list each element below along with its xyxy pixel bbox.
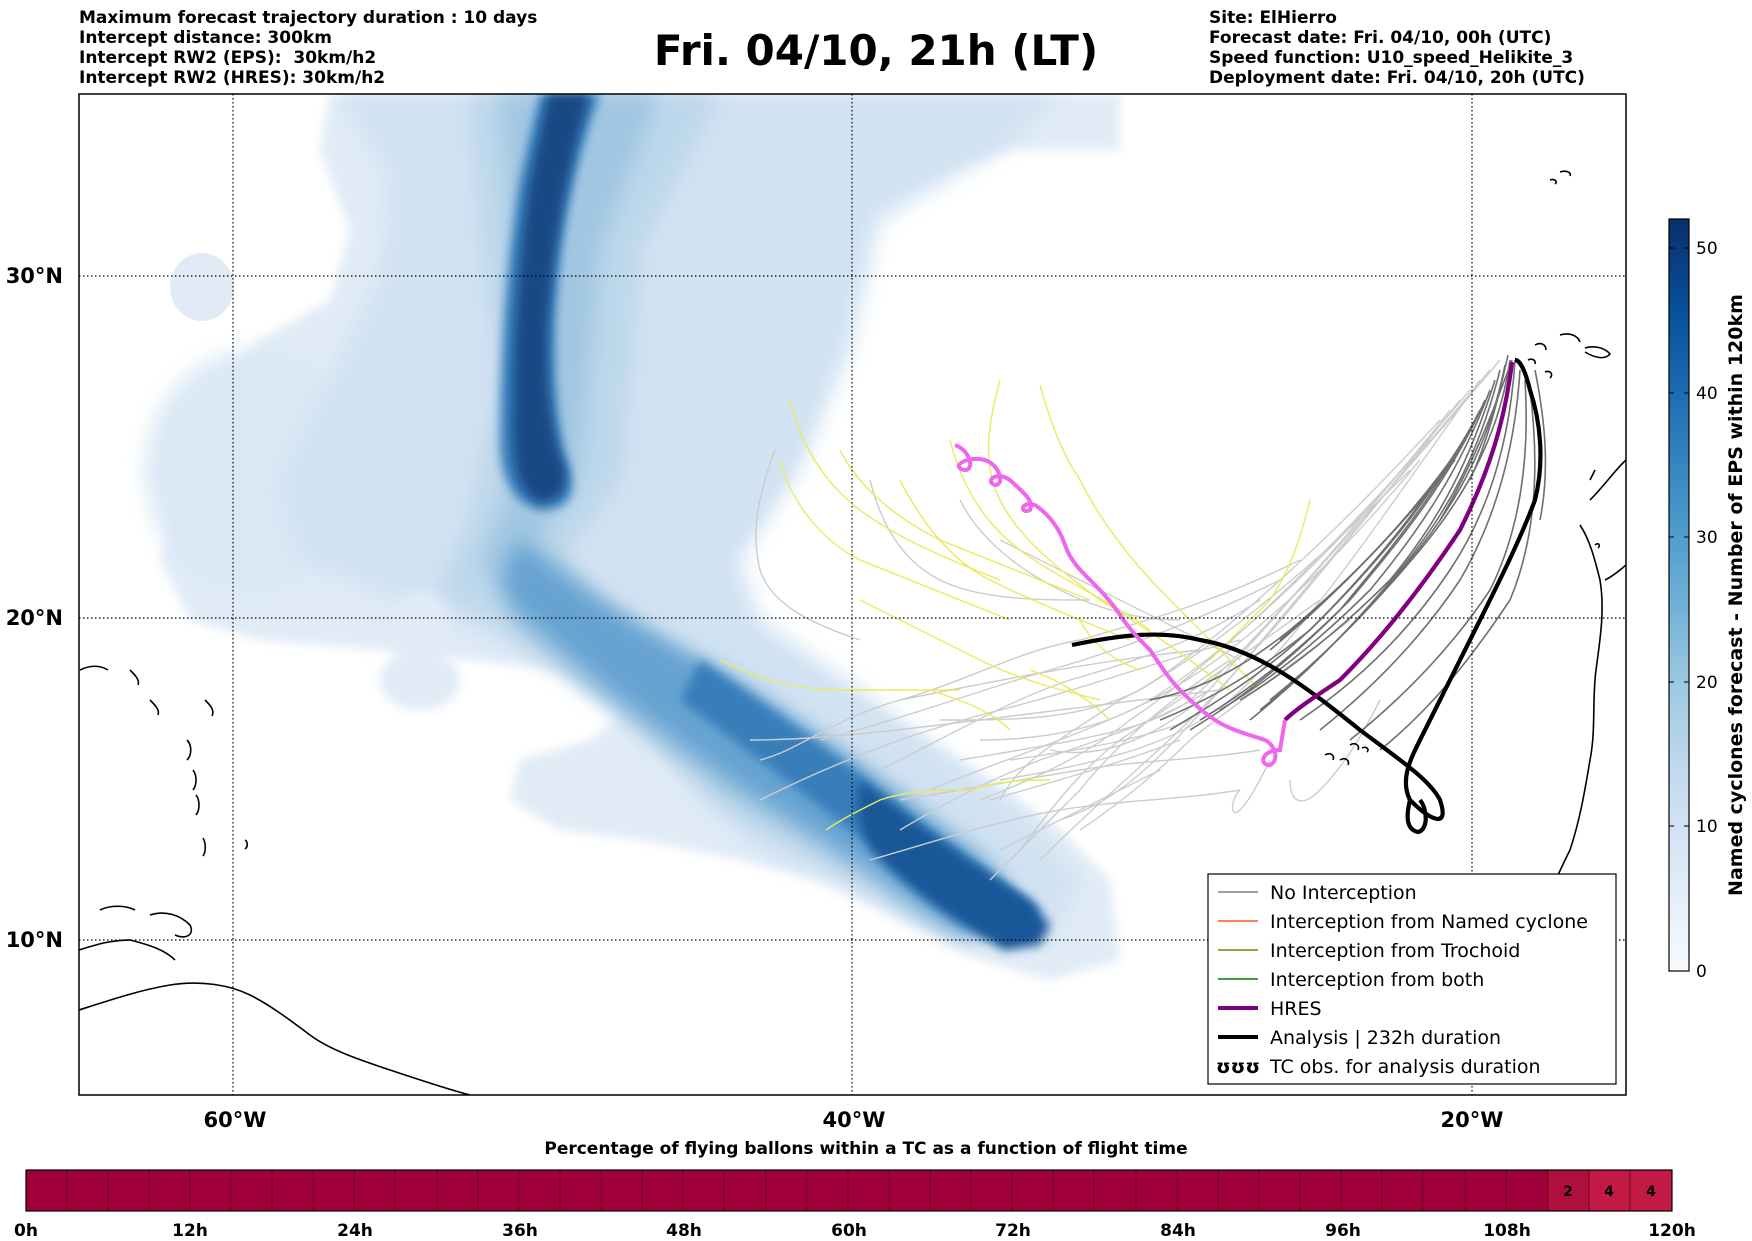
header-intercept-eps: Intercept RW2 (EPS): 30km/h2 xyxy=(79,48,377,68)
legend-item-trochoid: Interception from Trochoid xyxy=(1218,940,1520,962)
svg-text:Analysis | 232h duration: Analysis | 232h duration xyxy=(1270,1027,1501,1049)
analysis-trajectory xyxy=(1071,357,1543,821)
header-site: Site: ElHierro xyxy=(1209,8,1337,28)
svg-text:No Interception: No Interception xyxy=(1270,882,1417,904)
timebar-tick-72h: 72h xyxy=(995,1221,1031,1241)
lon-label-40w: 40°W xyxy=(823,1108,886,1132)
timebar-cell-2 xyxy=(1589,1170,1630,1211)
timebar-tick-120h: 120h xyxy=(1648,1221,1696,1241)
timebar-cell-1 xyxy=(1548,1170,1589,1211)
eps-trajectories-dark xyxy=(1149,354,1547,751)
header-speed-function: Speed function: U10_speed_Helikite_3 xyxy=(1209,48,1574,68)
timebar-tick-0h: 0h xyxy=(14,1221,38,1241)
timebar-tick-108h: 108h xyxy=(1483,1221,1531,1241)
header-duration: Maximum forecast trajectory duration : 1… xyxy=(79,8,538,28)
colorbar-gradient xyxy=(1668,218,1690,972)
timebar-cell-3 xyxy=(1630,1170,1672,1211)
timebar-cell-value-3: 4 xyxy=(1646,1184,1656,1200)
header-forecast-date: Forecast date: Fri. 04/10, 00h (UTC) xyxy=(1209,28,1552,48)
svg-text:Interception from Named cyclon: Interception from Named cyclone xyxy=(1270,911,1588,933)
legend-item-tc-obs: ʊʊʊ TC obs. for analysis duration xyxy=(1216,1056,1541,1078)
tc-obs-symbol-icon: ʊʊʊ xyxy=(1216,1056,1260,1078)
timebar-border xyxy=(25,1169,1673,1212)
eps-trajectories-yellow xyxy=(719,379,1311,831)
hres-trochoid xyxy=(954,443,1287,768)
lat-label-10n: 10°N xyxy=(6,928,63,952)
timebar-ticks: 0h 12h 24h 36h 48h 60h 72h 84h 96h 108h … xyxy=(14,1221,1696,1241)
timebar-cell-value-1: 2 xyxy=(1563,1184,1573,1200)
lon-labels: 60°W 40°W 20°W xyxy=(204,1108,1504,1132)
header-intercept-distance: Intercept distance: 300km xyxy=(79,28,332,48)
legend-box xyxy=(1207,873,1617,1085)
svg-text:HRES: HRES xyxy=(1270,998,1322,1020)
svg-text:Interception from Trochoid: Interception from Trochoid xyxy=(1270,940,1520,962)
coastlines xyxy=(79,170,1626,1095)
header-right: Site: ElHierro Forecast date: Fri. 04/10… xyxy=(1209,8,1585,88)
legend: No Interception Interception from Named … xyxy=(1207,873,1617,1085)
colorbar: 50 40 30 20 10 0 Named cyclones forecast… xyxy=(1668,218,1747,982)
density-field xyxy=(145,94,1120,980)
colorbar-tick-20: 20 xyxy=(1696,673,1718,693)
svg-text:Interception from both: Interception from both xyxy=(1270,969,1484,991)
colorbar-label: Named cyclones forecast - Number of EPS … xyxy=(1725,294,1747,896)
header-deployment-date: Deployment date: Fri. 04/10, 20h (UTC) xyxy=(1209,68,1585,88)
hres-trajectory xyxy=(1283,361,1515,722)
colorbar-tick-labels: 50 40 30 20 10 0 xyxy=(1696,239,1718,982)
timebar-tick-48h: 48h xyxy=(666,1221,702,1241)
colorbar-tick-30: 30 xyxy=(1696,528,1718,548)
timebar-cell-values: 2 4 4 xyxy=(1563,1184,1656,1200)
legend-item-hres: HRES xyxy=(1218,998,1322,1020)
analysis-loop xyxy=(1405,798,1428,835)
colorbar-ticks xyxy=(1669,247,1689,827)
legend-item-no-interception: No Interception xyxy=(1218,882,1417,904)
legend-item-both: Interception from both xyxy=(1218,969,1484,991)
timebar: Percentage of flying ballons within a TC… xyxy=(14,1139,1696,1241)
lat-labels: 30°N 20°N 10°N xyxy=(6,264,63,952)
colorbar-tick-50: 50 xyxy=(1696,239,1718,259)
timebar-tick-36h: 36h xyxy=(502,1221,538,1241)
timebar-title: Percentage of flying ballons within a TC… xyxy=(544,1139,1187,1159)
map-border xyxy=(78,93,1627,1096)
lon-label-60w: 60°W xyxy=(204,1108,267,1132)
svg-text:TC obs. for analysis duration: TC obs. for analysis duration xyxy=(1269,1056,1541,1078)
colorbar-tick-10: 10 xyxy=(1696,817,1718,837)
legend-item-analysis: Analysis | 232h duration xyxy=(1218,1027,1501,1049)
header-intercept-hres: Intercept RW2 (HRES): 30km/h2 xyxy=(79,68,386,88)
timebar-bar xyxy=(26,1170,1672,1211)
lat-label-30n: 30°N xyxy=(6,264,63,288)
colorbar-tick-0: 0 xyxy=(1696,962,1707,982)
timebar-tick-24h: 24h xyxy=(337,1221,373,1241)
legend-item-named-cyclone: Interception from Named cyclone xyxy=(1218,911,1588,933)
colorbar-tick-40: 40 xyxy=(1696,384,1718,404)
timebar-tick-84h: 84h xyxy=(1160,1221,1196,1241)
timebar-cell-dividers xyxy=(66,1170,1631,1211)
lon-label-20w: 20°W xyxy=(1441,1108,1504,1132)
timebar-tick-96h: 96h xyxy=(1325,1221,1361,1241)
timebar-cell-value-2: 4 xyxy=(1604,1184,1614,1200)
page-title: Fri. 04/10, 21h (LT) xyxy=(653,26,1099,75)
lat-label-20n: 20°N xyxy=(6,606,63,630)
timebar-tick-12h: 12h xyxy=(172,1221,208,1241)
timebar-tick-60h: 60h xyxy=(831,1221,867,1241)
header-left: Maximum forecast trajectory duration : 1… xyxy=(79,8,537,88)
